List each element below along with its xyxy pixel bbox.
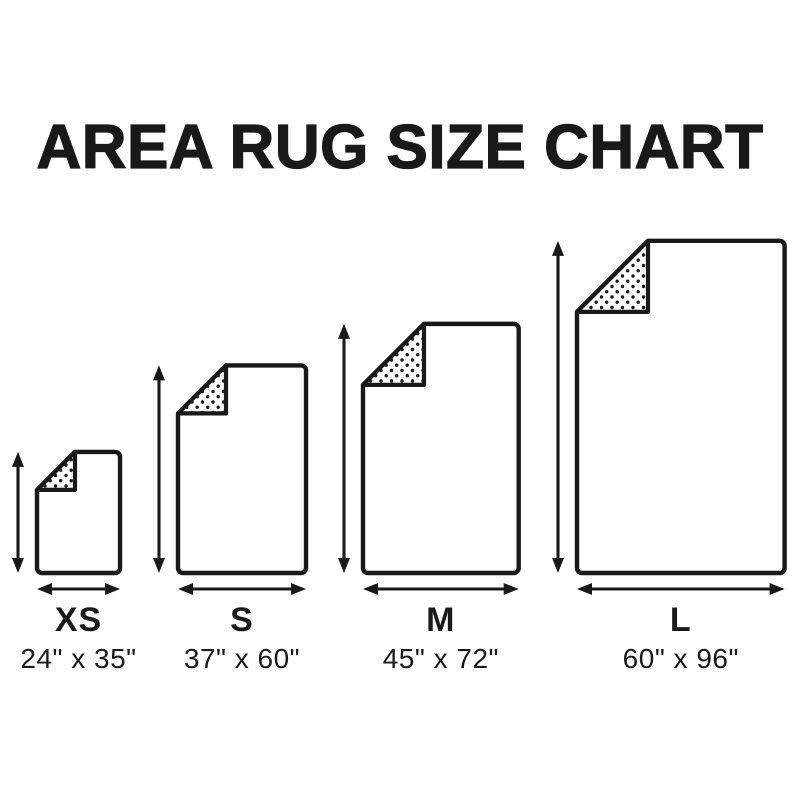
rug-label-group-xs: XS 24" x 35" [20, 601, 136, 676]
rug-folded-corner [360, 321, 427, 387]
rug-folded-corner [175, 363, 229, 416]
height-arrow-head-bottom [338, 558, 350, 573]
rug-folded-corner [34, 449, 78, 492]
rug-figure-l [552, 238, 787, 595]
width-arrow-head-left [37, 583, 52, 595]
rug-outline [574, 238, 787, 576]
rug-size-label: XS [54, 601, 103, 639]
rug-label-group-s: S 37" x 60" [184, 601, 300, 676]
width-arrow-head-right [769, 583, 785, 595]
rug-figure-m [338, 321, 521, 595]
page-title: AREA RUG SIZE CHART [36, 112, 764, 182]
height-arrow-head-bottom [552, 558, 564, 573]
width-arrow-head-left [363, 583, 378, 595]
rug-dimensions-label: 60" x 96" [622, 643, 739, 674]
height-arrow-head-top [153, 365, 165, 381]
height-arrow-head-top [12, 451, 24, 467]
rug-dimensions-label: 24" x 35" [20, 643, 137, 674]
rug-size-label: S [230, 601, 254, 639]
width-arrow-head-right [503, 583, 519, 595]
height-arrow-head-top [338, 323, 350, 339]
width-arrow-head-left [577, 583, 592, 595]
rug-outline [34, 449, 123, 576]
height-arrow-head-bottom [12, 558, 24, 573]
rug-dimensions-label: 37" x 60" [183, 643, 301, 674]
height-arrow-head-top [552, 240, 564, 256]
rug-outline [175, 363, 309, 576]
width-arrow-head-right [105, 583, 121, 595]
rug-size-label: L [669, 601, 692, 639]
rug-figure-s [153, 363, 309, 595]
width-arrow-head-left [178, 583, 193, 595]
rug-dimensions-label: 45" x 72" [382, 643, 499, 674]
height-arrow-head-bottom [153, 558, 165, 573]
rug-folded-corner [574, 238, 651, 314]
rug-shapes-layer [12, 238, 787, 595]
width-arrow-head-right [291, 583, 307, 595]
rug-size-label: M [426, 601, 456, 639]
rug-label-group-l: L 60" x 96" [623, 601, 739, 676]
rug-figure-xs [12, 449, 123, 595]
rug-label-group-m: M 45" x 72" [383, 601, 499, 676]
